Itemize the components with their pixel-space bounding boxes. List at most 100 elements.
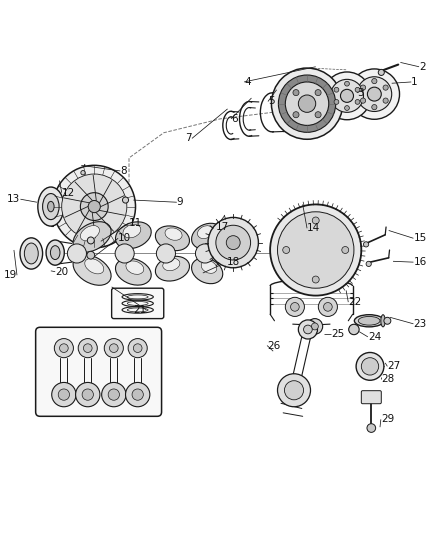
Ellipse shape	[165, 228, 182, 240]
Circle shape	[331, 79, 364, 112]
Text: 23: 23	[413, 319, 427, 329]
Circle shape	[355, 87, 360, 92]
Text: 10: 10	[118, 233, 131, 243]
Ellipse shape	[25, 243, 38, 264]
Ellipse shape	[191, 223, 223, 249]
Ellipse shape	[191, 258, 223, 284]
Text: 17: 17	[216, 222, 229, 232]
Circle shape	[87, 251, 95, 259]
Circle shape	[82, 389, 93, 400]
Circle shape	[58, 389, 70, 400]
Text: 25: 25	[331, 329, 344, 339]
Ellipse shape	[116, 259, 151, 285]
Circle shape	[279, 75, 336, 132]
FancyBboxPatch shape	[35, 327, 162, 416]
Ellipse shape	[163, 259, 180, 271]
Text: 26: 26	[267, 341, 280, 351]
Circle shape	[278, 212, 354, 288]
Circle shape	[357, 77, 392, 111]
Text: 21: 21	[133, 305, 146, 315]
Circle shape	[278, 374, 311, 407]
Circle shape	[334, 100, 339, 104]
Circle shape	[318, 297, 337, 317]
Text: 29: 29	[381, 414, 394, 424]
Circle shape	[132, 389, 143, 400]
Ellipse shape	[50, 246, 60, 260]
Circle shape	[81, 171, 85, 175]
Circle shape	[293, 90, 299, 95]
Circle shape	[156, 244, 176, 263]
Text: 13: 13	[7, 194, 21, 204]
Circle shape	[285, 297, 304, 317]
Ellipse shape	[42, 193, 59, 220]
Ellipse shape	[85, 259, 104, 274]
Circle shape	[67, 244, 86, 263]
Ellipse shape	[73, 222, 111, 252]
Circle shape	[108, 389, 120, 400]
Text: 28: 28	[381, 374, 394, 384]
Text: 1: 1	[411, 77, 418, 87]
Circle shape	[361, 358, 379, 375]
Ellipse shape	[155, 226, 190, 251]
Ellipse shape	[354, 314, 384, 327]
Circle shape	[324, 303, 332, 311]
Text: 5: 5	[268, 96, 275, 107]
Text: 18: 18	[227, 257, 240, 267]
Circle shape	[87, 237, 94, 244]
Circle shape	[315, 90, 321, 95]
Circle shape	[384, 317, 391, 324]
Circle shape	[367, 87, 381, 101]
Circle shape	[340, 90, 353, 102]
Circle shape	[307, 319, 323, 334]
Circle shape	[378, 69, 384, 76]
Ellipse shape	[381, 314, 385, 327]
Circle shape	[115, 244, 134, 263]
Circle shape	[81, 193, 108, 221]
Ellipse shape	[46, 240, 64, 265]
Circle shape	[62, 174, 127, 239]
Text: 14: 14	[307, 223, 320, 233]
Circle shape	[323, 72, 371, 120]
Circle shape	[298, 320, 318, 339]
Circle shape	[298, 95, 316, 112]
Circle shape	[355, 100, 360, 104]
Text: 6: 6	[231, 114, 238, 124]
Text: 20: 20	[55, 266, 68, 277]
Circle shape	[88, 200, 100, 213]
Text: 9: 9	[177, 197, 184, 207]
Circle shape	[270, 205, 361, 296]
Text: 11: 11	[129, 218, 142, 228]
Ellipse shape	[116, 222, 151, 249]
Circle shape	[311, 323, 318, 330]
Ellipse shape	[126, 261, 144, 274]
Text: 7: 7	[185, 133, 192, 143]
Text: 24: 24	[368, 332, 381, 342]
Circle shape	[334, 87, 339, 92]
Circle shape	[372, 104, 377, 110]
Circle shape	[76, 383, 100, 407]
Circle shape	[345, 106, 350, 110]
Ellipse shape	[198, 226, 213, 239]
Ellipse shape	[358, 317, 380, 325]
Circle shape	[349, 324, 359, 335]
Circle shape	[349, 69, 399, 119]
Ellipse shape	[81, 225, 99, 241]
Circle shape	[52, 383, 76, 407]
Ellipse shape	[155, 256, 190, 281]
Ellipse shape	[123, 224, 141, 238]
Text: 16: 16	[413, 257, 427, 267]
Circle shape	[366, 261, 371, 266]
FancyBboxPatch shape	[361, 391, 381, 403]
Circle shape	[372, 78, 377, 84]
Circle shape	[360, 85, 366, 90]
Text: 4: 4	[244, 77, 251, 87]
Circle shape	[123, 197, 129, 203]
Ellipse shape	[73, 255, 111, 285]
Circle shape	[364, 242, 369, 247]
Ellipse shape	[48, 201, 54, 212]
Circle shape	[54, 338, 74, 358]
Circle shape	[60, 344, 68, 352]
Circle shape	[78, 338, 97, 358]
Circle shape	[304, 325, 312, 334]
FancyBboxPatch shape	[112, 288, 164, 319]
